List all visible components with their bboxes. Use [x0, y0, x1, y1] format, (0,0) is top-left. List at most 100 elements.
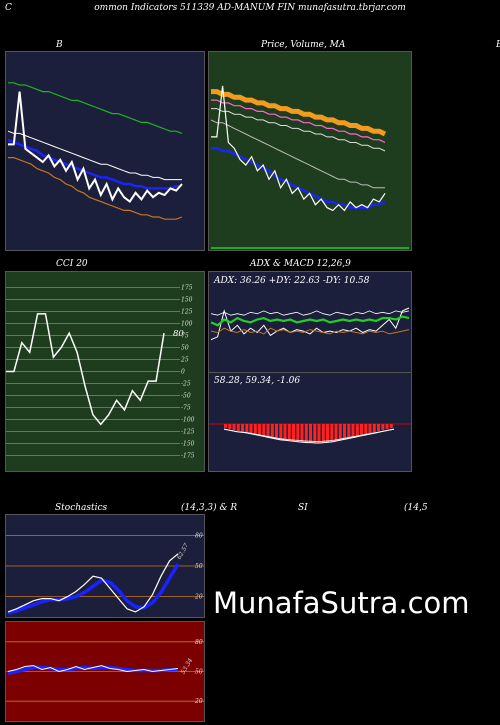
macd-signal-line — [223, 428, 395, 442]
adx-panel: ADX: 36.26 +DY: 22.63 -DY: 10.58 — [208, 271, 412, 374]
macd-bar-2 — [232, 424, 236, 430]
price-ma-title: Price, Volume, MA — [261, 40, 346, 50]
cci-chart: 175 150 125 100 75 50 25 0 -25 -50 -75 -100 -125 -150… — [6, 285, 195, 460]
macd-bar-22 — [317, 424, 321, 444]
bollinger-series-2 — [7, 138, 182, 190]
cci-tick-11: -100 — [181, 417, 195, 424]
rsi-series-1 — [7, 665, 178, 676]
macd-bar-21 — [313, 424, 317, 444]
bollinger-series-4 — [8, 91, 183, 204]
cci-tick-4: 75 — [181, 333, 189, 340]
cci-tick-0: 175 — [181, 285, 193, 292]
macd-bar-29 — [347, 424, 351, 438]
macd-bar-9 — [262, 424, 266, 436]
cci-tick-14: -175 — [181, 453, 195, 460]
adx-series-2 — [210, 327, 410, 335]
cci-tick-1: 150 — [181, 297, 193, 304]
bollinger-series-1 — [7, 130, 182, 181]
macd-bar-0 — [224, 424, 227, 428]
macd-bar-32 — [360, 424, 363, 435]
stoch-tick-0: 80 — [195, 532, 203, 539]
macd-bar-26 — [334, 424, 338, 441]
adx-chart — [210, 307, 410, 341]
cci-tick-9: -50 — [181, 393, 191, 400]
stochastics-chart: 80 50 20 62.57 — [6, 532, 204, 615]
cci-tick-8: -25 — [181, 381, 191, 388]
macd-bar-3 — [236, 424, 240, 431]
macd-bar-7 — [253, 424, 257, 434]
adx-readout: ADX: 36.26 +DY: 22.63 -DY: 10.58 — [214, 276, 370, 286]
stoch-series-0 — [7, 553, 179, 613]
cci-last-value: 80 — [173, 329, 184, 339]
price-ma-chart — [210, 85, 409, 249]
macd-bar-20 — [309, 424, 312, 443]
cci-tick-6: 25 — [180, 357, 189, 364]
cci-tick-12: -125 — [181, 429, 195, 436]
macd-bar-4 — [241, 424, 244, 432]
macd-bar-6 — [249, 424, 253, 433]
bollinger-series-3 — [8, 156, 183, 220]
cci-tick-5: 50 — [181, 345, 189, 352]
macd-bar-5 — [245, 424, 249, 432]
macd-bar-11 — [270, 424, 274, 438]
adx-series-0 — [210, 307, 410, 341]
price-ma-series-0 — [211, 89, 387, 137]
stoch-series-1 — [7, 563, 180, 615]
page-title: ommon Indicators 511339 AD-MANUM FIN mun… — [94, 3, 406, 13]
cci-title: CCI 20 — [56, 259, 88, 269]
price-ma-series-0-inner — [211, 99, 386, 144]
macd-bar-35 — [372, 424, 376, 432]
rsi-title: SI — [298, 503, 308, 513]
macd-bar-27 — [338, 424, 342, 440]
macd-readout: 58.28, 59.34, -1.06 — [214, 376, 301, 386]
bollinger-series-0 — [8, 82, 183, 134]
cci-tick-2: 125 — [181, 309, 193, 316]
macd-bar-10 — [266, 424, 270, 437]
watermark: MunafaSutra.com — [213, 586, 470, 620]
macd-bar-28 — [343, 424, 346, 439]
stochastics-title: Stochastics — [55, 503, 108, 513]
rsi-tick-0: 80 — [195, 639, 203, 646]
macd-bar-23 — [321, 424, 325, 443]
stoch-last-value: 62.57 — [176, 542, 191, 561]
macd-line — [223, 428, 395, 444]
stoch-tick-2: 20 — [194, 594, 203, 601]
macd-chart — [209, 423, 411, 444]
macd-bar-31 — [355, 424, 359, 436]
price-ma-series-3 — [211, 146, 386, 209]
macd-bar-13 — [279, 424, 283, 440]
macd-bar-24 — [326, 424, 329, 443]
cci-panel: 175 150 125 100 75 50 25 0 -25 -50 -75 -100 -125 -150… — [5, 271, 205, 472]
bollinger-panel — [5, 51, 205, 251]
macd-bar-33 — [364, 424, 368, 434]
macd-bar-34 — [368, 424, 372, 433]
rsi-tick-2: 20 — [194, 698, 203, 705]
macd-bar-36 — [377, 424, 380, 431]
cci-tick-7: 0 — [181, 369, 185, 376]
header-left-letter: C — [5, 3, 12, 13]
price-ma-panel — [208, 51, 412, 251]
rsi-chart: 80 50 20 53.34 — [6, 639, 204, 705]
rsi-series-0 — [7, 665, 179, 673]
stochastics-panel: 80 50 20 62.57 — [5, 514, 205, 618]
cci-tick-3: 100 — [181, 321, 193, 328]
macd-bar-18 — [300, 424, 304, 443]
macd-bar-16 — [292, 424, 295, 442]
macd-bar-12 — [275, 424, 278, 439]
macd-bar-30 — [351, 424, 355, 437]
price-ma-series-1 — [211, 108, 386, 152]
adx-series-3 — [210, 310, 410, 316]
macd-bar-1 — [228, 424, 232, 429]
header-right-letter: B — [496, 40, 500, 50]
macd-bar-19 — [304, 424, 308, 443]
bollinger-chart — [7, 82, 183, 220]
stochastics-params: (14,3,3) & R — [181, 503, 238, 513]
adx-title: ADX & MACD 12,26,9 — [250, 259, 351, 269]
rsi-tick-1: 50 — [195, 669, 203, 676]
adx-series-1 — [210, 315, 410, 327]
rsi-params: (14,5 — [404, 503, 428, 513]
macd-bar-15 — [287, 424, 291, 441]
macd-panel: 58.28, 59.34, -1.06 — [208, 372, 412, 472]
macd-bar-14 — [283, 424, 287, 441]
price-ma-series-4 — [211, 85, 386, 212]
